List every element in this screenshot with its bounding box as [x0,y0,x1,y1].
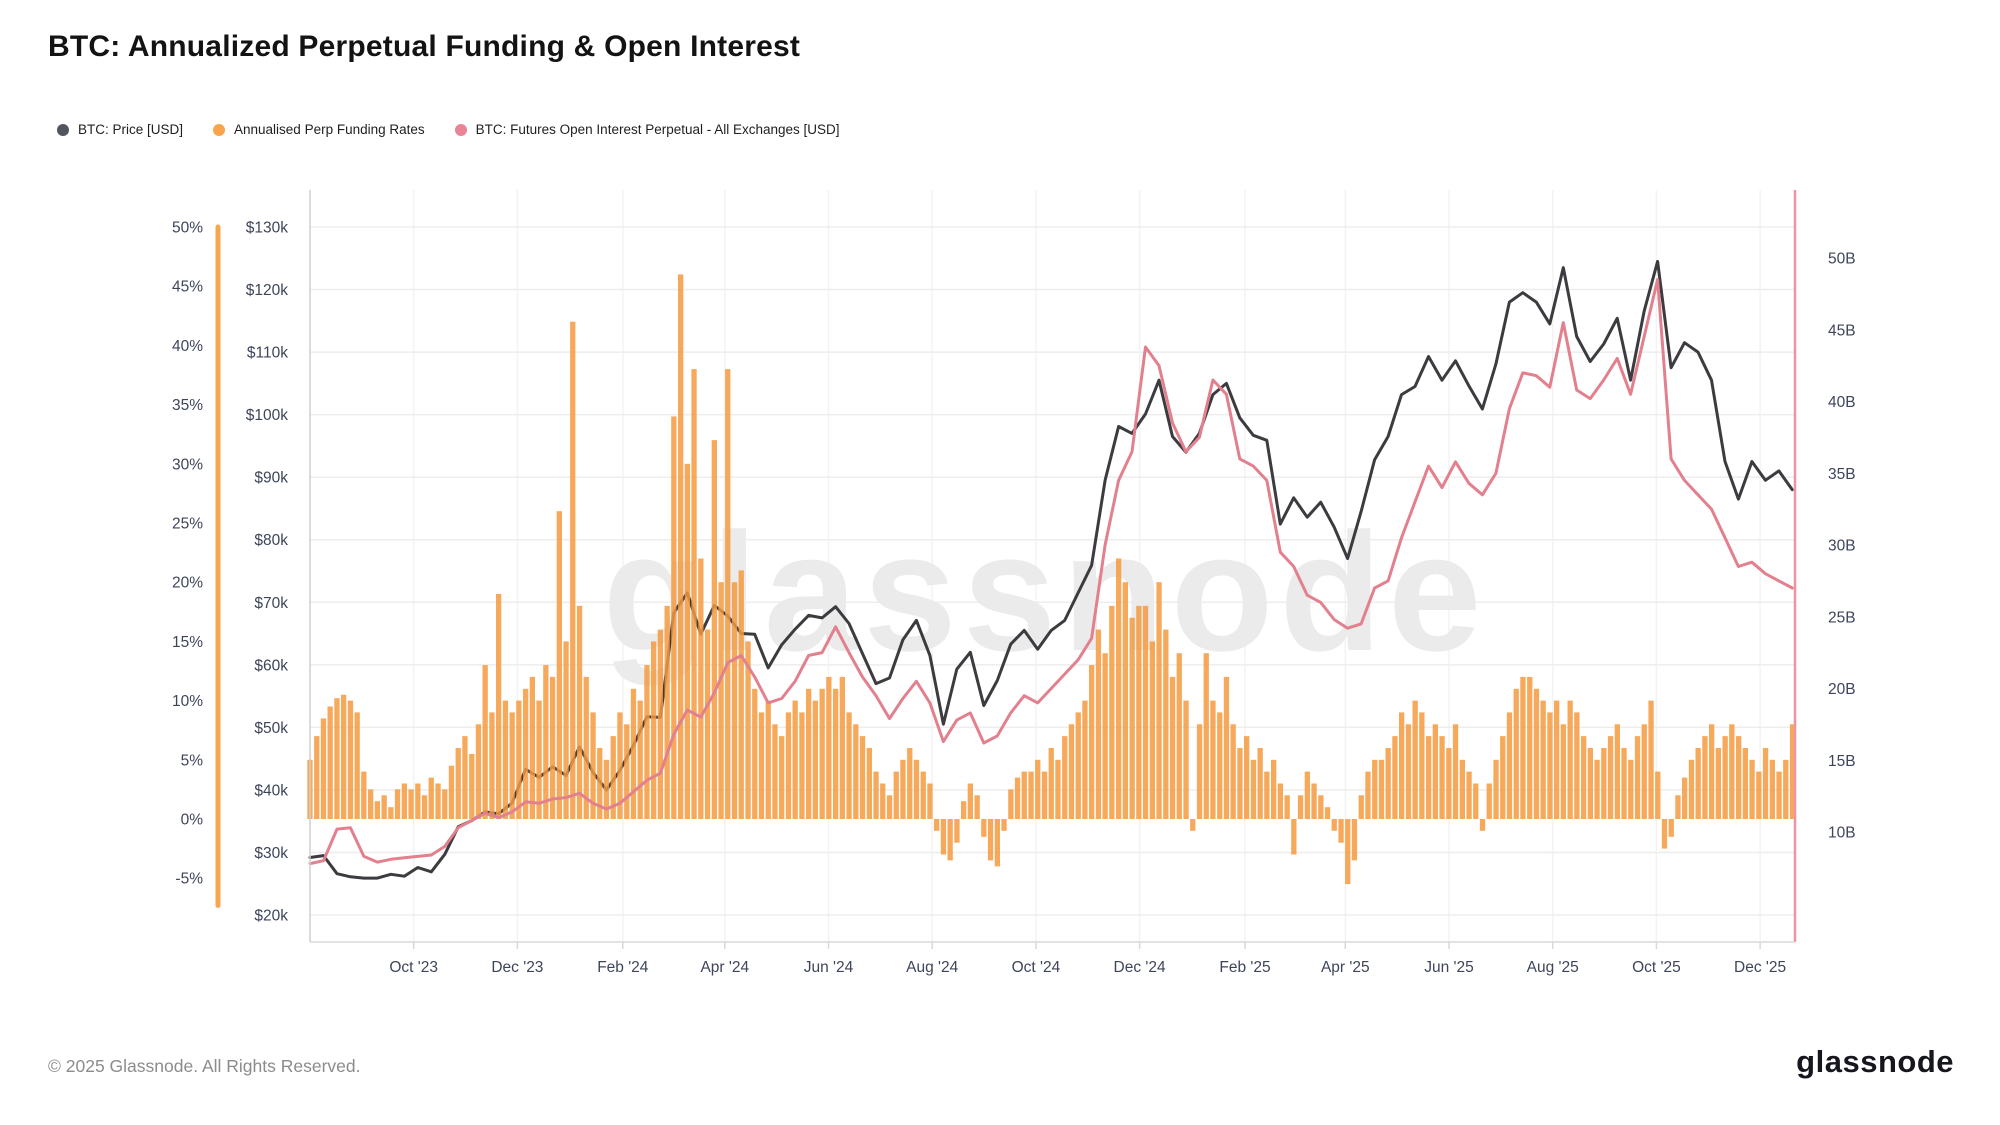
legend-label: BTC: Futures Open Interest Perpetual - A… [475,122,840,137]
legend-item-open-interest[interactable]: BTC: Futures Open Interest Perpetual - A… [454,122,840,137]
svg-text:30%: 30% [172,456,203,473]
svg-text:30B: 30B [1828,538,1856,555]
svg-text:Oct '24: Oct '24 [1012,959,1061,976]
svg-text:$40k: $40k [254,782,288,799]
svg-text:Feb '25: Feb '25 [1219,959,1270,976]
funding-series-dot-icon [213,123,226,136]
svg-text:10%: 10% [172,693,203,710]
svg-text:35B: 35B [1828,466,1856,483]
legend-item-btc-price[interactable]: BTC: Price [USD] [57,122,183,137]
glassnode-logo: glassnode [1796,1044,1954,1079]
svg-text:$60k: $60k [254,657,288,674]
svg-text:15%: 15% [172,634,203,651]
svg-text:5%: 5% [181,752,204,769]
svg-text:$20k: $20k [254,908,288,925]
svg-text:$70k: $70k [254,595,288,612]
svg-text:40B: 40B [1828,394,1856,411]
svg-text:$130k: $130k [246,220,288,237]
svg-text:25%: 25% [172,516,203,533]
svg-text:40%: 40% [172,338,203,355]
svg-text:25B: 25B [1828,609,1856,626]
svg-text:$120k: $120k [246,282,288,299]
svg-text:45%: 45% [172,279,203,296]
svg-text:Dec '23: Dec '23 [491,959,543,976]
svg-text:35%: 35% [172,397,203,414]
svg-text:50%: 50% [172,220,203,237]
svg-text:Jun '24: Jun '24 [804,959,854,976]
svg-text:Aug '24: Aug '24 [906,959,958,976]
svg-text:$30k: $30k [254,845,288,862]
legend-label: Annualised Perp Funding Rates [234,122,425,137]
svg-text:Apr '24: Apr '24 [700,959,749,976]
svg-text:$80k: $80k [254,532,288,549]
svg-text:Dec '25: Dec '25 [1734,959,1786,976]
svg-text:$90k: $90k [254,470,288,487]
svg-text:45B: 45B [1828,322,1856,339]
oi-series-dot-icon [454,123,467,136]
svg-text:15B: 15B [1828,753,1856,770]
copyright-text: © 2025 Glassnode. All Rights Reserved. [48,1056,361,1076]
svg-text:$100k: $100k [246,407,288,424]
svg-text:Dec '24: Dec '24 [1114,959,1166,976]
chart-legend: BTC: Price [USD] Annualised Perp Funding… [57,122,840,137]
svg-text:0%: 0% [181,812,204,829]
page-title: BTC: Annualized Perpetual Funding & Open… [48,30,801,63]
svg-text:$110k: $110k [247,345,288,362]
svg-text:Apr '25: Apr '25 [1321,959,1370,976]
svg-text:10B: 10B [1828,825,1856,842]
svg-text:Feb '24: Feb '24 [597,959,649,976]
svg-text:$50k: $50k [254,720,288,737]
price-series-dot-icon [57,123,69,136]
svg-text:20B: 20B [1828,681,1856,698]
svg-text:50B: 50B [1828,251,1856,268]
svg-text:Jun '25: Jun '25 [1424,959,1474,976]
svg-text:20%: 20% [172,575,203,592]
svg-text:Aug '25: Aug '25 [1527,959,1579,976]
svg-text:Oct '25: Oct '25 [1632,959,1681,976]
svg-text:Oct '23: Oct '23 [389,959,438,976]
legend-item-funding-rates[interactable]: Annualised Perp Funding Rates [213,122,425,137]
svg-text:-5%: -5% [175,871,203,888]
legend-label: BTC: Price [USD] [78,122,184,137]
